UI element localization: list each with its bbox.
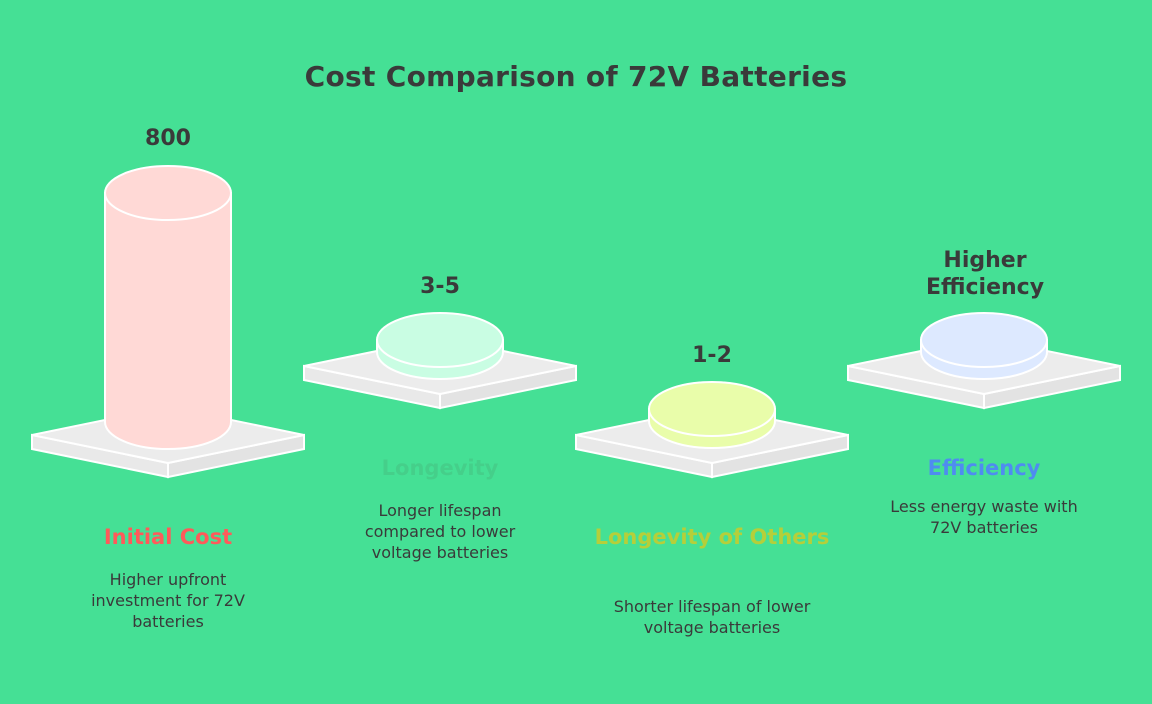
- value-longevity-of-others: 1-2: [692, 343, 732, 368]
- label-efficiency: Efficiency: [927, 456, 1041, 480]
- shape-efficiency: [847, 312, 1121, 410]
- cylinder-top-efficiency: [920, 312, 1048, 368]
- shape-longevity-of-others: [575, 381, 849, 479]
- desc-efficiency: Less energy waste with 72V batteries: [890, 497, 1078, 537]
- cylinder-top-initial-cost: [104, 165, 232, 221]
- desc-initial-cost: Higher upfront investment for 72V batter…: [91, 570, 245, 631]
- shape-longevity: [303, 312, 577, 410]
- label-longevity: Longevity: [381, 456, 499, 480]
- cylinder-top-longevity: [376, 312, 504, 368]
- cylinder-body-initial-cost: [104, 192, 232, 450]
- label-initial-cost: Initial Cost: [103, 525, 233, 549]
- value-efficiency: Higher Efficiency: [925, 248, 1045, 300]
- value-initial-cost: 800: [145, 126, 191, 151]
- desc-longevity-of-others: Shorter lifespan of lower voltage batter…: [613, 597, 811, 637]
- desc-longevity: Longer lifespan compared to lower voltag…: [364, 501, 516, 562]
- shape-initial-cost: [31, 165, 305, 479]
- cylinder-top-longevity-of-others: [648, 381, 776, 437]
- diagram-title: Cost Comparison of 72V Batteries: [304, 60, 848, 93]
- value-longevity: 3-5: [420, 274, 460, 299]
- label-longevity-of-others: Longevity of Others: [594, 525, 830, 549]
